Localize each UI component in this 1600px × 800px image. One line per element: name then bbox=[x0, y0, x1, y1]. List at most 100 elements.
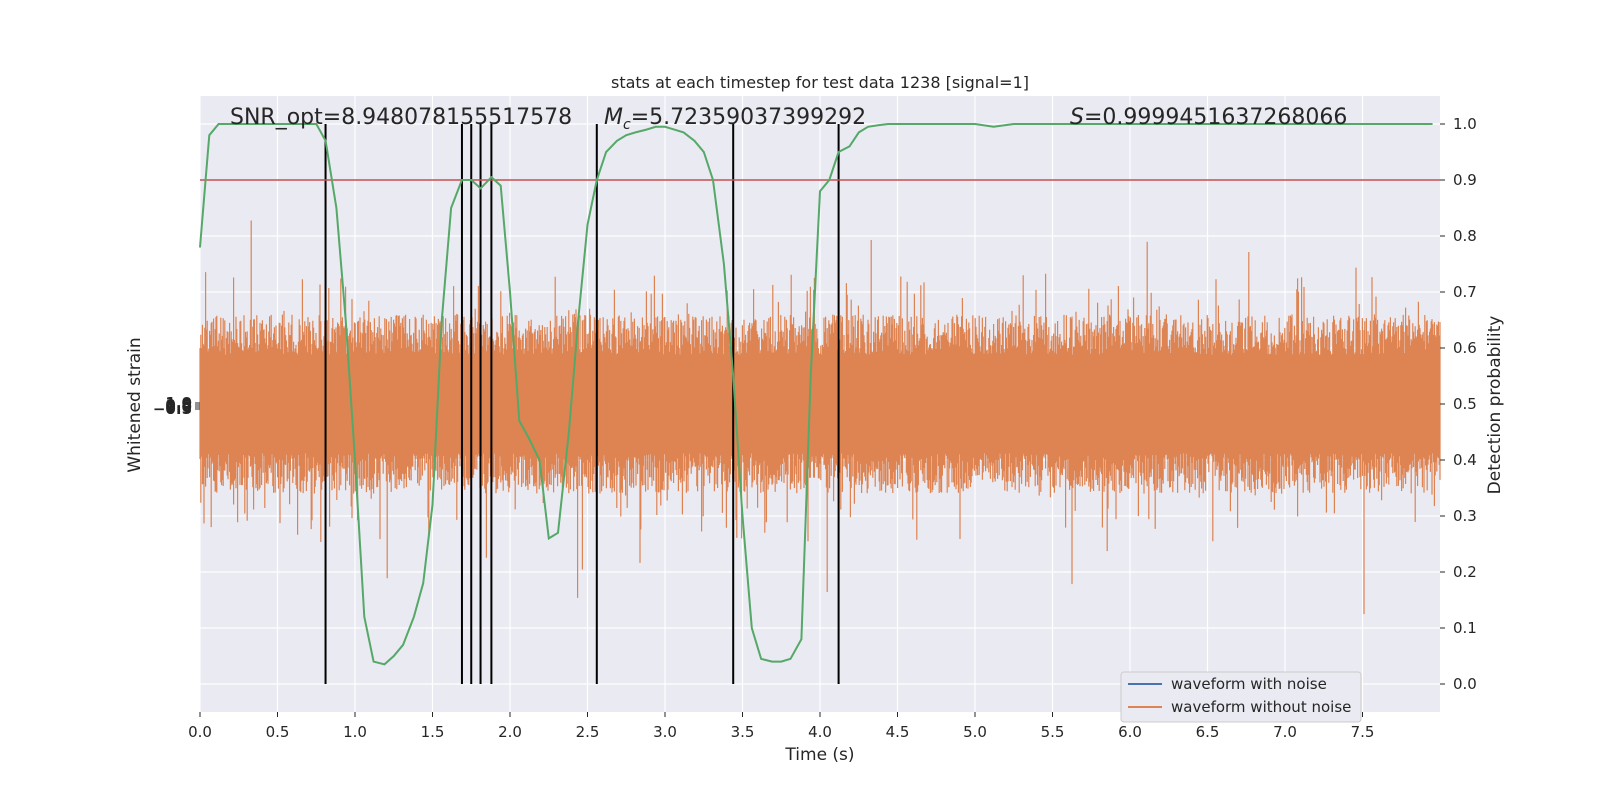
probability-point bbox=[751, 627, 753, 629]
y-tick-label: 0.5 bbox=[1453, 395, 1477, 413]
probability-point bbox=[605, 151, 607, 153]
probability-point bbox=[1245, 123, 1247, 125]
probability-point bbox=[645, 129, 648, 131]
probability-point bbox=[431, 504, 434, 506]
probability-point bbox=[1051, 123, 1054, 125]
probability-point bbox=[838, 151, 840, 153]
probability-point bbox=[402, 644, 404, 646]
y-axis-right-label: Detection probability bbox=[1485, 316, 1505, 495]
probability-point bbox=[616, 140, 618, 142]
probability-point bbox=[896, 123, 899, 125]
y-tick-label: 0.8 bbox=[1453, 227, 1477, 245]
probability-point bbox=[1129, 123, 1131, 125]
chirp-mass-annotation: Mc=5.72359037399292 bbox=[604, 105, 866, 133]
event-lines bbox=[324, 124, 840, 684]
s-annotation: S=0.9999451637268066 bbox=[1070, 105, 1347, 130]
probability-point bbox=[810, 375, 812, 377]
x-tick-label: 7.5 bbox=[1351, 723, 1375, 741]
probability-point bbox=[345, 319, 347, 321]
probability-point bbox=[1323, 123, 1325, 125]
probability-point bbox=[470, 179, 472, 181]
probability-point bbox=[993, 126, 995, 128]
x-axis: 0.0 0.5 1.0 1.5 2.0 2.5 3.0 3.5 4.0 4.5 5.0 5.5 6.0 6… bbox=[188, 712, 1374, 741]
x-tick-label: 3.0 bbox=[653, 723, 677, 741]
x-axis-label: Time (s) bbox=[784, 745, 854, 765]
probability-point bbox=[723, 263, 725, 265]
probability-point bbox=[199, 246, 201, 248]
probability-point bbox=[335, 207, 337, 209]
probability-point bbox=[683, 131, 685, 133]
snr-annotation: SNR_opt=8.948078155517578 bbox=[230, 105, 572, 130]
x-tick-label: 5.0 bbox=[963, 723, 987, 741]
probability-point bbox=[208, 134, 210, 136]
x-tick-label: 0.5 bbox=[266, 723, 290, 741]
probability-point bbox=[528, 437, 530, 439]
probability-point bbox=[819, 190, 821, 192]
probability-point bbox=[703, 151, 705, 153]
probability-point bbox=[1431, 123, 1433, 125]
y-axis-left: −0.50.00.51.0 bbox=[153, 394, 200, 418]
probability-point bbox=[324, 140, 327, 142]
probability-point bbox=[509, 291, 511, 293]
probability-point bbox=[413, 616, 415, 618]
left-tick-label: 0.0 bbox=[165, 398, 192, 416]
probability-point bbox=[586, 224, 589, 226]
x-tick-label: 1.5 bbox=[421, 723, 445, 741]
probability-point bbox=[383, 663, 386, 666]
probability-point bbox=[441, 319, 443, 321]
x-tick-label: 4.0 bbox=[808, 723, 832, 741]
probability-point bbox=[1284, 123, 1286, 125]
detection-probability-series bbox=[199, 123, 1433, 666]
probability-point bbox=[490, 176, 492, 178]
left-tick-label: 1.0 bbox=[165, 394, 192, 412]
mc-symbol: M bbox=[604, 105, 623, 130]
s-symbol: S bbox=[1070, 105, 1084, 130]
probability-point bbox=[732, 375, 734, 377]
probability-point bbox=[363, 616, 365, 618]
probability-point bbox=[393, 655, 395, 657]
probability-point bbox=[315, 123, 317, 125]
x-tick-label: 7.0 bbox=[1273, 723, 1297, 741]
x-tick-label: 0.0 bbox=[188, 723, 212, 741]
probability-point bbox=[780, 661, 782, 663]
probability-point bbox=[974, 123, 976, 125]
legend-box bbox=[1120, 671, 1362, 723]
probability-point bbox=[828, 179, 830, 181]
legend: waveform with noise waveform without noi… bbox=[1120, 671, 1362, 723]
probability-point bbox=[693, 140, 696, 142]
mc-subscript: c bbox=[623, 117, 631, 133]
probability-point bbox=[479, 187, 482, 189]
strain-series bbox=[199, 220, 1441, 615]
probability-point bbox=[1400, 123, 1402, 125]
probability-point bbox=[548, 537, 550, 540]
chart-title: stats at each timestep for test data 123… bbox=[611, 73, 1029, 92]
probability-point bbox=[887, 123, 889, 125]
legend-label-with-noise: waveform with noise bbox=[1171, 675, 1327, 693]
probability-point bbox=[634, 131, 637, 133]
x-tick-label: 5.5 bbox=[1041, 723, 1065, 741]
probability-point bbox=[858, 131, 860, 133]
probability-point bbox=[238, 123, 240, 125]
y-tick-label: 0.1 bbox=[1453, 619, 1477, 637]
mc-value: =5.72359037399292 bbox=[631, 105, 866, 130]
probability-point bbox=[450, 207, 452, 209]
probability-point bbox=[1090, 123, 1092, 125]
probability-point bbox=[1168, 123, 1170, 125]
left-tick-label: 0.5 bbox=[165, 396, 192, 414]
x-tick-label: 6.5 bbox=[1196, 723, 1220, 741]
probability-point bbox=[655, 126, 657, 128]
probability-point bbox=[1206, 123, 1209, 125]
y-tick-label: 0.9 bbox=[1453, 171, 1477, 189]
probability-point bbox=[935, 123, 937, 125]
probability-point bbox=[664, 126, 666, 128]
probability-point bbox=[354, 459, 356, 461]
probability-point bbox=[625, 134, 627, 136]
y-tick-label: 0.3 bbox=[1453, 507, 1477, 525]
probability-point bbox=[500, 185, 502, 187]
y-tick-label: 1.0 bbox=[1453, 115, 1477, 133]
probability-point bbox=[1361, 123, 1364, 125]
probability-point bbox=[596, 179, 598, 181]
y-tick-label: 0.6 bbox=[1453, 339, 1477, 357]
probability-point bbox=[276, 123, 279, 125]
probability-point bbox=[848, 145, 851, 147]
